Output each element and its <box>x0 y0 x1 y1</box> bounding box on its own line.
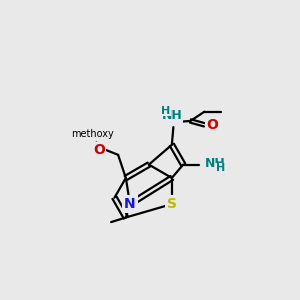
Text: NH: NH <box>161 109 182 122</box>
Text: N: N <box>124 197 136 211</box>
Text: N: N <box>124 197 136 211</box>
Text: S: S <box>167 197 177 211</box>
Text: H: H <box>216 164 225 173</box>
Text: methoxy: methoxy <box>71 129 114 140</box>
Text: NH: NH <box>205 157 226 169</box>
Text: O: O <box>207 118 219 132</box>
Text: H: H <box>161 106 170 116</box>
Text: S: S <box>167 197 177 211</box>
Text: O: O <box>93 143 105 157</box>
